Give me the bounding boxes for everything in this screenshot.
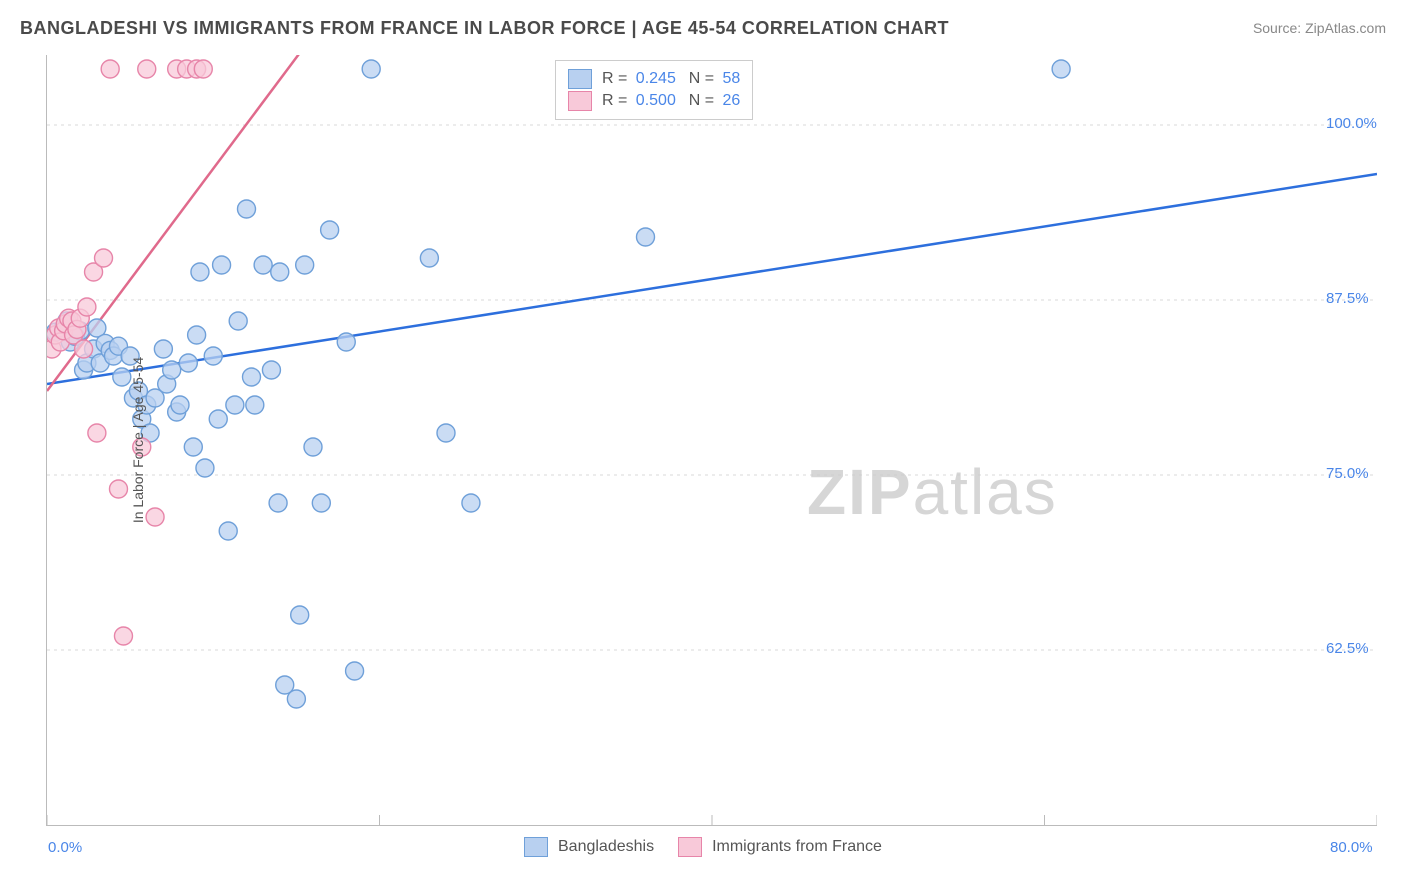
series-label: Bangladeshis bbox=[558, 838, 654, 856]
series-legend: Bangladeshis Immigrants from France bbox=[524, 835, 882, 859]
legend-swatch bbox=[678, 837, 702, 857]
series-legend-item: Immigrants from France bbox=[678, 837, 882, 857]
y-axis-label: In Labor Force | Age 45-54 bbox=[130, 357, 146, 523]
source-link[interactable]: ZipAtlas.com bbox=[1305, 20, 1386, 36]
series-legend-item: Bangladeshis bbox=[524, 837, 654, 857]
y-tick-label: 87.5% bbox=[1326, 290, 1369, 307]
legend-text: R = 0.245 N = 58 bbox=[602, 70, 740, 88]
legend-swatch bbox=[568, 69, 592, 89]
source-credit: Source: ZipAtlas.com bbox=[1253, 20, 1386, 36]
y-tick-label: 62.5% bbox=[1326, 640, 1369, 657]
stats-legend: R = 0.245 N = 58 R = 0.500 N = 26 bbox=[555, 60, 753, 120]
chart-title: BANGLADESHI VS IMMIGRANTS FROM FRANCE IN… bbox=[20, 18, 949, 39]
stats-legend-row: R = 0.500 N = 26 bbox=[568, 91, 740, 111]
y-tick-label: 100.0% bbox=[1326, 115, 1377, 132]
plot-svg bbox=[47, 55, 1377, 825]
source-label: Source: bbox=[1253, 20, 1301, 36]
series-label: Immigrants from France bbox=[712, 838, 882, 856]
y-tick-label: 75.0% bbox=[1326, 465, 1369, 482]
chart-frame: BANGLADESHI VS IMMIGRANTS FROM FRANCE IN… bbox=[0, 0, 1406, 892]
x-tick-label: 80.0% bbox=[1330, 839, 1373, 856]
stats-legend-row: R = 0.245 N = 58 bbox=[568, 69, 740, 89]
legend-swatch bbox=[524, 837, 548, 857]
plot-area: In Labor Force | Age 45-54 ZIPatlas bbox=[46, 55, 1377, 826]
legend-text: R = 0.500 N = 26 bbox=[602, 92, 740, 110]
x-tick-label: 0.0% bbox=[48, 839, 82, 856]
legend-swatch bbox=[568, 91, 592, 111]
